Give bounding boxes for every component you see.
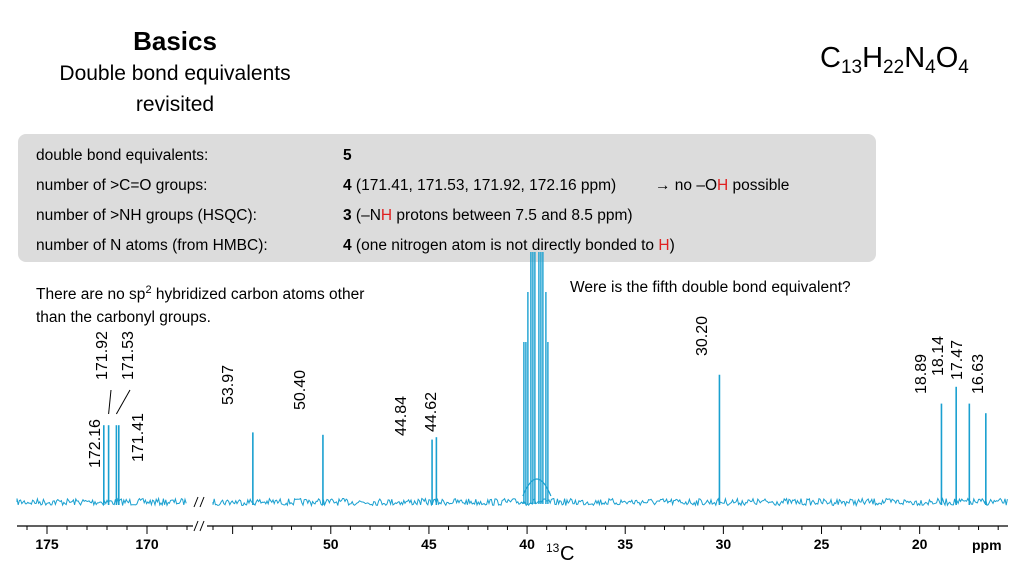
formula-element-o: O — [935, 42, 959, 74]
formula-count-n: 4 — [925, 57, 936, 78]
x-axis-label-isotope: 13 — [546, 541, 560, 555]
info-label: number of N atoms (from HMBC): — [36, 237, 268, 254]
x-tick-label: 175 — [35, 536, 59, 552]
x-tick-label: 30 — [716, 536, 732, 552]
x-axis-label-nucleus: C — [560, 543, 574, 565]
note-text: There are no sp — [36, 286, 146, 304]
peak-label: 172.16 — [87, 419, 104, 468]
label-leader-line — [108, 389, 112, 415]
axis-break-mark — [193, 520, 199, 532]
peak-label: 18.14 — [930, 336, 947, 376]
info-value: 5 — [343, 147, 352, 165]
info-value-detail: (171.41, 171.53, 171.92, 172.16 ppm) — [351, 177, 617, 194]
formula-count-o: 4 — [958, 57, 969, 78]
info-value-number: 3 — [343, 207, 352, 224]
axis-break-mask — [193, 495, 205, 509]
x-tick-label: 50 — [323, 536, 339, 552]
peak-label: 171.92 — [94, 331, 111, 380]
formula-element-n: N — [904, 42, 926, 74]
x-tick-label: 35 — [617, 536, 633, 552]
peak-label: 44.62 — [423, 392, 440, 432]
axis-break-mark — [199, 496, 205, 508]
peak-label: 171.53 — [120, 331, 137, 380]
slide-subtitle-line1: Double bond equivalents — [59, 62, 291, 85]
spectrum-baseline-segment2 — [212, 496, 1008, 508]
peak-label: 18.89 — [913, 354, 930, 394]
axis-break-mark — [193, 496, 199, 508]
formula-element-c: C — [820, 42, 841, 74]
info-label: number of >NH groups (HSQC): — [36, 207, 257, 224]
note-text: than the carbonyl groups. — [36, 309, 211, 327]
peak-label: 30.20 — [694, 316, 711, 356]
info-value-number: 5 — [343, 147, 352, 164]
info-value-detail: protons between 7.5 and 8.5 ppm) — [392, 207, 633, 224]
info-label: number of >C=O groups: — [36, 177, 208, 194]
note-no-sp2: There are no sp2 hybridized carbon atoms… — [36, 279, 436, 329]
x-tick-label: 20 — [912, 536, 928, 552]
formula-count-h: 22 — [883, 57, 905, 78]
axis-break-mask — [193, 519, 205, 533]
solvent-peak-envelope — [522, 478, 552, 497]
info-note-text: → no –O — [655, 177, 718, 194]
x-axis-unit: ppm — [972, 537, 1002, 553]
peak-label: 16.63 — [970, 354, 987, 394]
x-tick-label: 45 — [421, 536, 437, 552]
formula-element-h: H — [862, 42, 884, 74]
note-text: hybridized carbon atoms other — [151, 286, 365, 304]
slide-subtitle-line2: revisited — [135, 93, 215, 116]
slide-header: Basics Double bond equivalents revisited — [30, 24, 320, 120]
label-leader-line — [115, 389, 131, 415]
peak-label: 171.41 — [130, 413, 147, 462]
peak-label: 44.84 — [393, 396, 410, 436]
formula-count-c: 13 — [840, 57, 863, 78]
info-label: double bond equivalents: — [36, 147, 209, 164]
x-tick-label: 40 — [519, 536, 535, 552]
info-note-highlight: H — [717, 177, 729, 194]
info-value-number: 4 — [343, 177, 352, 194]
info-value: 4 (one nitrogen atom is not directly bon… — [343, 237, 675, 255]
spectrum-baseline-segment1 — [16, 496, 187, 507]
peak-label: 50.40 — [292, 370, 309, 410]
info-box: double bond equivalents: 5 number of >C=… — [18, 134, 876, 262]
peak-label: 17.47 — [949, 340, 966, 380]
molecular-formula: C13H22N4O4 — [820, 42, 969, 79]
axis-break-mark — [199, 520, 205, 532]
info-value-detail: (one nitrogen atom is not directly bonde… — [351, 237, 659, 254]
info-value-detail: (–N — [351, 207, 381, 224]
info-value-highlight: H — [380, 207, 393, 224]
info-value-detail: ) — [669, 237, 675, 254]
x-tick-label: 170 — [135, 536, 159, 552]
info-value-highlight: H — [658, 237, 670, 254]
slide-title: Basics — [133, 26, 217, 56]
info-note: → no –OH possible — [655, 177, 789, 195]
note-fifth-dbe-question: Were is the fifth double bond equivalent… — [570, 279, 851, 296]
info-value: 4 (171.41, 171.53, 171.92, 172.16 ppm) — [343, 177, 616, 195]
note-superscript: 2 — [145, 284, 152, 296]
peak-label: 53.97 — [220, 365, 237, 405]
x-tick-label: 25 — [814, 536, 830, 552]
info-value: 3 (–NH protons between 7.5 and 8.5 ppm) — [343, 207, 633, 225]
info-note-text: possible — [728, 177, 790, 194]
info-value-number: 4 — [343, 237, 352, 254]
